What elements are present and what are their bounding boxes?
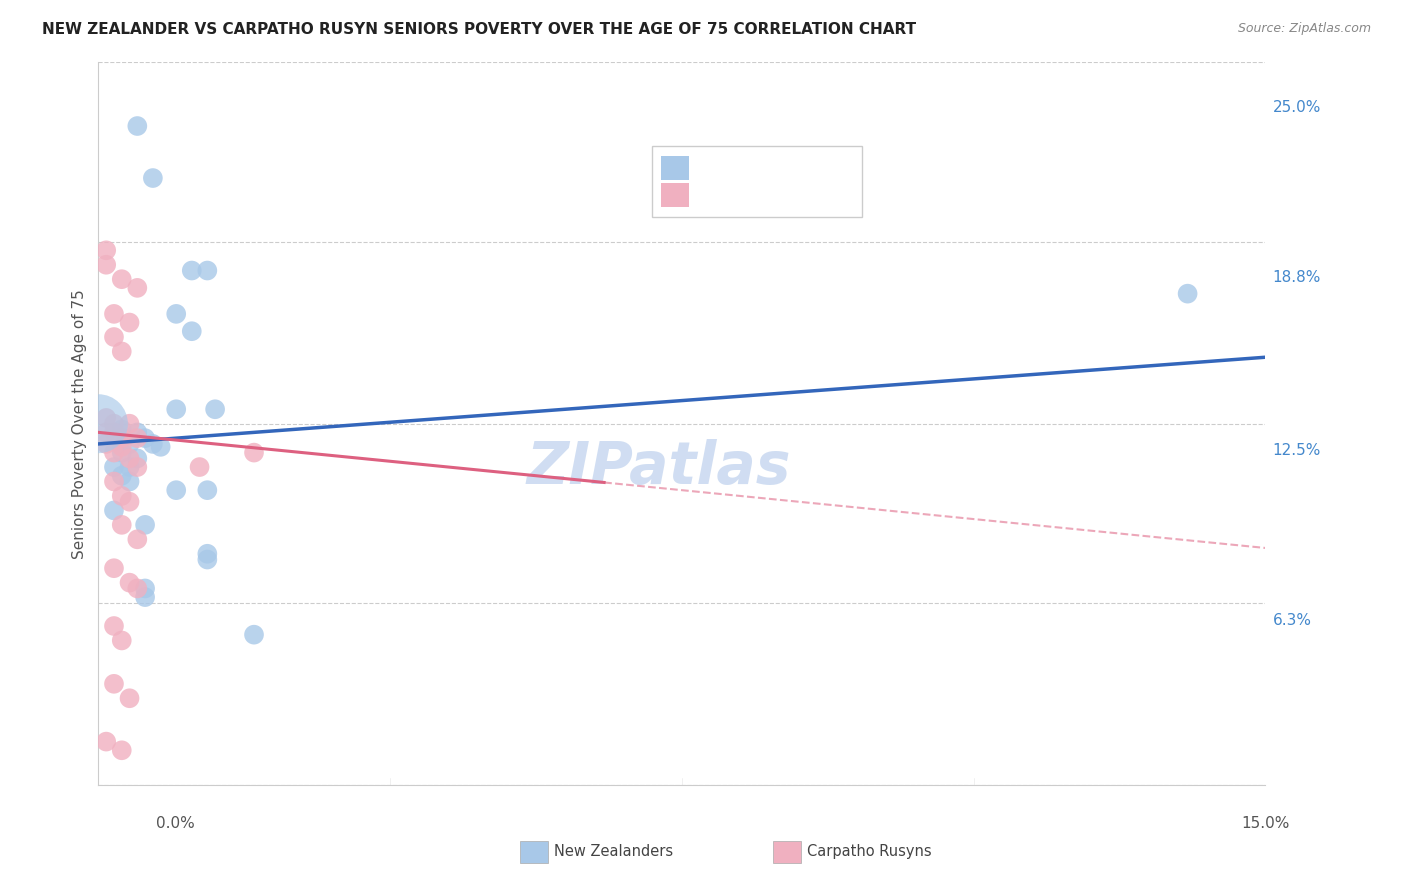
Text: ZIPatlas: ZIPatlas (526, 439, 790, 496)
Point (118, 451, 141, 466)
Text: 6.3%: 6.3% (1272, 614, 1312, 628)
Point (87, 417, 110, 431)
Y-axis label: Seniors Poverty Over the Age of 75: Seniors Poverty Over the Age of 75 (72, 289, 87, 558)
Point (103, 417, 125, 431)
Text: 31: 31 (810, 161, 830, 176)
Point (165, 483, 187, 498)
Point (118, 494, 141, 508)
Point (195, 552, 218, 566)
Point (188, 460, 211, 475)
Point (103, 460, 125, 475)
Text: Source: ZipAtlas.com: Source: ZipAtlas.com (1237, 22, 1371, 36)
Point (149, 440, 172, 454)
Point (103, 503, 125, 517)
Point (103, 445, 125, 459)
Point (127, 281, 149, 295)
Text: 12.5%: 12.5% (1272, 443, 1320, 458)
Text: 36: 36 (810, 187, 830, 202)
Text: N =: N = (779, 161, 811, 176)
Point (111, 272, 134, 286)
Point (180, 324, 202, 338)
Text: R =: R = (695, 161, 725, 176)
Text: 15.0%: 15.0% (1241, 816, 1289, 831)
Point (134, 517, 156, 532)
Point (165, 307, 187, 321)
Point (118, 437, 141, 451)
Point (118, 460, 141, 475)
Point (118, 475, 141, 489)
Point (134, 582, 156, 596)
Point (96, 734, 118, 748)
Point (127, 451, 149, 466)
Point (111, 743, 134, 757)
Point (111, 633, 134, 648)
Point (96, 425, 118, 440)
Point (96, 437, 118, 451)
Point (134, 590, 156, 604)
Point (127, 425, 149, 440)
Point (195, 263, 218, 277)
Point (127, 119, 149, 133)
Text: New Zealanders: New Zealanders (554, 845, 673, 859)
Text: N =: N = (779, 187, 811, 202)
Point (127, 460, 149, 475)
Point (118, 575, 141, 590)
Text: 0.0%: 0.0% (156, 816, 195, 831)
Point (103, 307, 125, 321)
Text: R =: R = (695, 187, 725, 202)
Point (142, 171, 165, 186)
Point (103, 677, 125, 691)
Text: -0.132: -0.132 (728, 187, 780, 202)
Point (103, 425, 125, 440)
Point (195, 547, 218, 561)
Point (142, 437, 165, 451)
Point (204, 402, 226, 417)
Point (111, 468, 134, 483)
Point (96, 244, 118, 258)
Point (165, 402, 187, 417)
Point (195, 483, 218, 498)
Point (111, 440, 134, 454)
Point (111, 489, 134, 503)
Point (111, 445, 134, 459)
Text: NEW ZEALANDER VS CARPATHO RUSYN SENIORS POVERTY OVER THE AGE OF 75 CORRELATION C: NEW ZEALANDER VS CARPATHO RUSYN SENIORS … (42, 22, 917, 37)
Point (96, 411, 118, 425)
Point (103, 619, 125, 633)
Point (243, 628, 266, 642)
Point (118, 316, 141, 330)
Point (118, 417, 141, 431)
Point (127, 533, 149, 547)
Text: 0.130: 0.130 (728, 161, 775, 176)
Point (111, 431, 134, 445)
Point (103, 330, 125, 344)
Text: Carpatho Rusyns: Carpatho Rusyns (807, 845, 932, 859)
Text: 25.0%: 25.0% (1272, 100, 1320, 114)
Point (127, 431, 149, 445)
Point (118, 691, 141, 706)
Point (111, 517, 134, 532)
Point (1177, 286, 1199, 301)
Text: 18.8%: 18.8% (1272, 270, 1320, 285)
Point (127, 582, 149, 596)
Point (243, 445, 266, 459)
Point (111, 422, 134, 436)
Point (134, 431, 156, 445)
Point (103, 475, 125, 489)
Point (111, 344, 134, 359)
Point (103, 561, 125, 575)
Point (96, 258, 118, 272)
Point (180, 263, 202, 277)
